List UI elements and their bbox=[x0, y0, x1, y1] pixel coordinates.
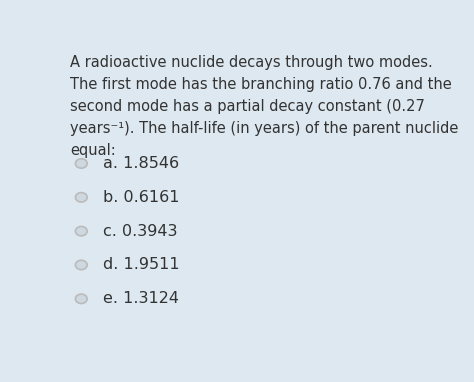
Circle shape bbox=[75, 294, 87, 304]
Circle shape bbox=[75, 159, 87, 168]
Text: a. 1.8546: a. 1.8546 bbox=[103, 156, 180, 171]
Text: c. 0.3943: c. 0.3943 bbox=[103, 223, 178, 239]
Circle shape bbox=[75, 193, 87, 202]
Circle shape bbox=[75, 227, 87, 236]
Text: b. 0.6161: b. 0.6161 bbox=[103, 190, 180, 205]
Text: A radioactive nuclide decays through two modes.
The first mode has the branching: A radioactive nuclide decays through two… bbox=[70, 55, 459, 159]
Circle shape bbox=[75, 260, 87, 270]
Text: e. 1.3124: e. 1.3124 bbox=[103, 291, 179, 306]
Text: d. 1.9511: d. 1.9511 bbox=[103, 257, 180, 272]
